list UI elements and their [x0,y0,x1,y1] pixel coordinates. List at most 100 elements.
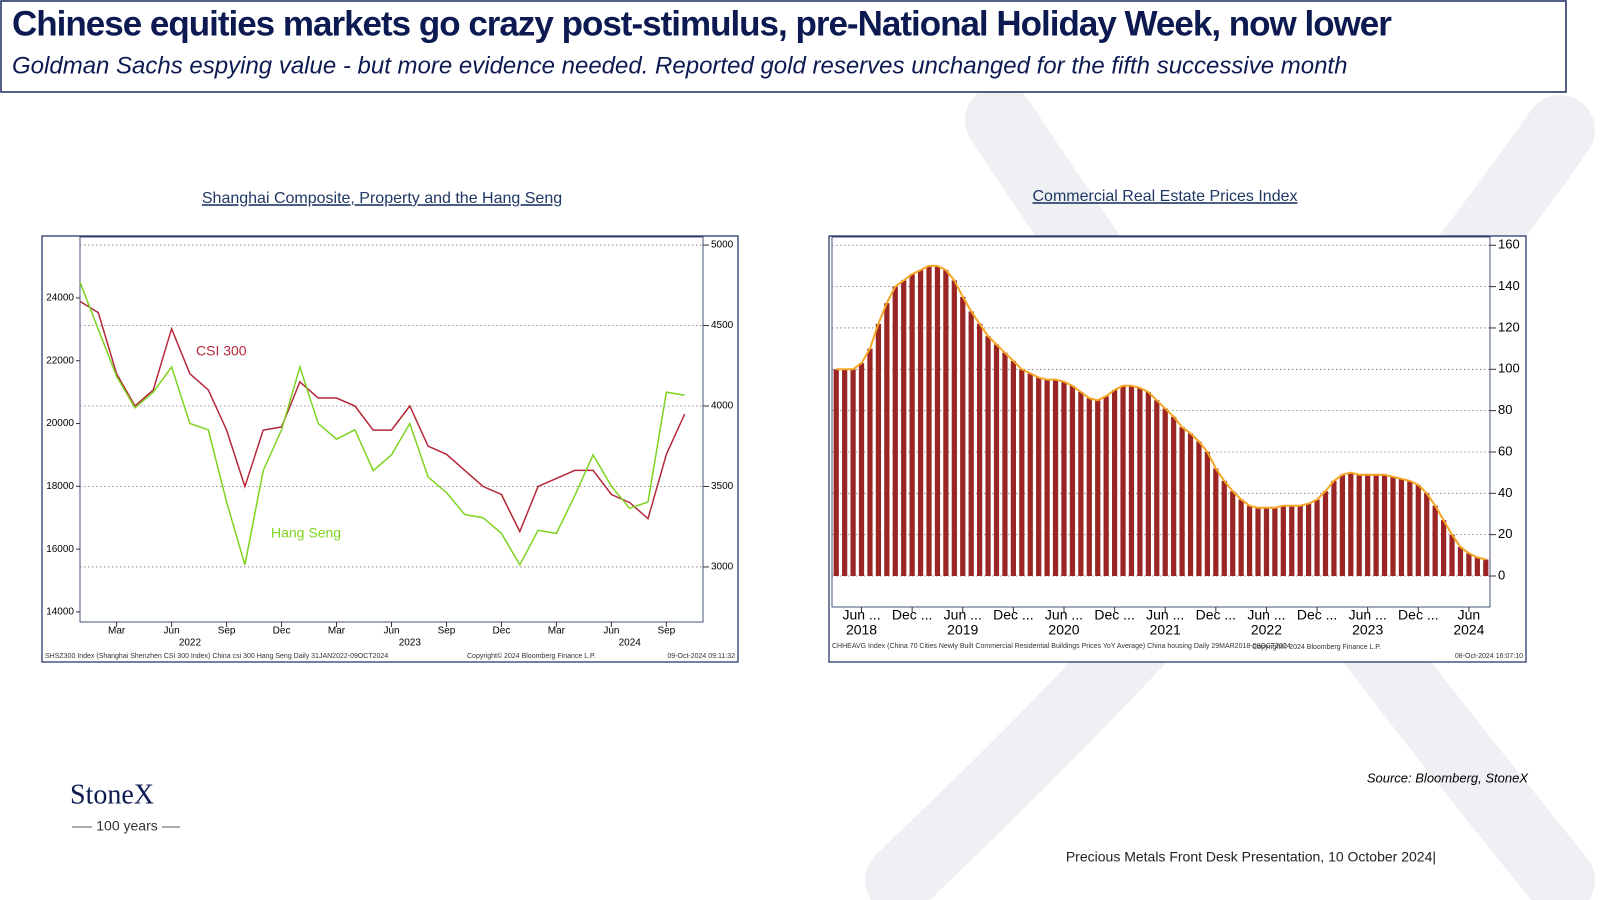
bar [842,369,848,576]
trend-line [836,264,1487,561]
bar [1171,416,1177,576]
y-tick-label: 24000 [46,293,74,304]
bar [901,280,907,576]
x-group-label: 2022 [1251,622,1282,638]
y-tick-label: 140 [1498,278,1520,293]
x-group-label: 2024 [619,638,642,649]
bar [926,265,932,576]
bar [1255,507,1261,576]
bar [1061,381,1067,576]
bar [1348,472,1354,576]
bar [875,323,882,576]
x-tick-label: Dec ... [1297,607,1337,623]
x-tick-label: Jun ... [1247,607,1285,623]
bar [850,369,856,576]
bar [1466,553,1472,576]
logo-subtitle: 100 years [96,818,157,834]
bar [1137,387,1143,576]
x-tick-label: Mar [328,626,346,637]
y-tick-label: 100 [1498,361,1520,376]
bar [1457,547,1464,576]
bar [1196,441,1202,576]
bar [1365,474,1371,576]
footer: Precious Metals Front Desk Presentation,… [1066,849,1436,865]
bar [1306,503,1312,576]
chart-note: SHSZ300 Index (Shanghai Shenzhen CSI 300… [45,653,388,660]
bar [1213,468,1219,576]
y-tick-label: 18000 [46,481,74,492]
bar [1078,392,1084,576]
bar [1424,493,1430,576]
x-tick-label: Jun [603,626,619,637]
chart-note: Copyright© 2024 Bloomberg Finance L.P. [467,652,596,660]
x-tick-label: Sep [438,626,456,637]
chart-note: 09-Oct-2024 09:11:32 [667,653,735,660]
bar [1432,505,1438,576]
bar [960,296,966,576]
bar [858,363,865,576]
bar [1390,476,1396,576]
bar [1289,505,1295,576]
bar [1002,352,1008,576]
x-tick-label: Mar [548,626,566,637]
chart-frame [41,235,739,663]
bar [1440,520,1447,576]
logo: StoneX [70,779,154,810]
bar [1314,499,1320,576]
x-tick-label: Mar [108,626,126,637]
bar [1272,507,1278,576]
x-group-label: 2023 [399,638,422,649]
x-group-label: 2024 [1453,622,1484,638]
series-label: CSI 300 [196,343,247,359]
bar [1263,507,1270,576]
x-tick-label: Jun [164,626,180,637]
bar [1036,377,1042,576]
x-group-label: 2023 [1352,622,1383,638]
x-tick-label: Jun ... [944,607,982,623]
x-group-label: 2018 [846,622,877,638]
bar [1373,474,1379,576]
bar [1010,361,1016,576]
series-label: Hang Seng [271,525,341,541]
bar [1179,427,1185,576]
bar [1230,491,1236,576]
bar [1145,392,1151,576]
source: Source: Bloomberg, StoneX [1367,770,1529,785]
x-group-label: 2022 [179,638,202,649]
x-group-label: 2021 [1150,622,1181,638]
bar [1095,400,1101,576]
y-tick-label: 20 [1498,526,1512,541]
bar [951,280,957,576]
chart-note: 08-Oct-2024 16:07:10 [1455,653,1523,660]
bar [1356,474,1362,576]
chart: Shanghai Composite, Property and the Han… [41,190,739,663]
bar [934,265,941,576]
bar [968,311,974,576]
bar [1280,505,1286,576]
bar [917,270,924,576]
bar [1069,385,1076,576]
x-group-label: 2019 [947,622,978,638]
bar [1128,385,1135,576]
chart-title: Shanghai Composite, Property and the Han… [202,190,562,207]
y-tick-label: 80 [1498,402,1512,417]
bar [1339,474,1345,576]
bar [867,348,873,576]
series-line [79,281,685,567]
bar [1120,385,1126,576]
x-tick-label: Jun [1458,607,1481,623]
bar [1019,369,1025,576]
bar [1449,534,1455,576]
y-tick-label: 0 [1498,567,1505,582]
y-tick-label: 22000 [46,355,74,366]
bar [993,344,1000,576]
bar [1111,389,1118,576]
y-tick-label: 14000 [46,607,74,618]
plot-area [831,236,1491,608]
bar [943,270,949,576]
x-tick-label: Jun ... [1349,607,1387,623]
bar [1331,480,1337,576]
bar [1204,451,1211,576]
bar [1297,505,1303,576]
slide-title: Chinese equities markets go crazy post-s… [12,4,1392,43]
